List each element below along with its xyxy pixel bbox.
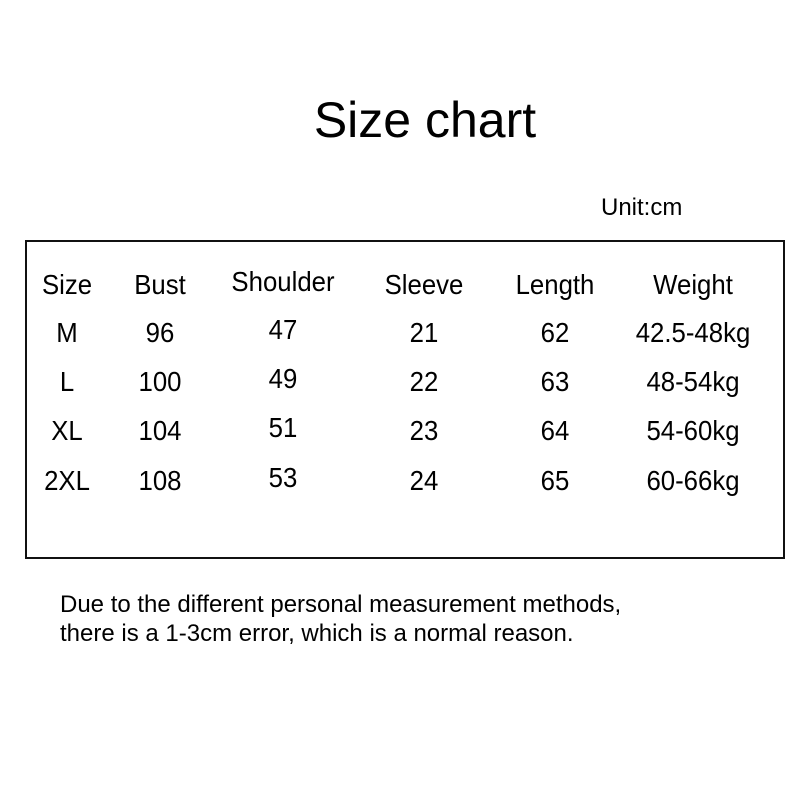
cell-bust: 96 <box>145 317 175 348</box>
disclaimer-note: Due to the different personal measuremen… <box>60 590 621 648</box>
cell-sleeve: 24 <box>409 465 439 496</box>
size-table: Size Bust Shoulder Sleeve Length Weight M 96 47 2… <box>25 240 785 559</box>
unit-label: Unit:cm <box>601 194 683 221</box>
cell-size: 2XL <box>44 465 90 496</box>
disclaimer-line-1: Due to the different personal measuremen… <box>60 591 622 618</box>
cell-sleeve: 23 <box>409 415 439 446</box>
header-shoulder: Shoulder <box>231 266 335 297</box>
disclaimer-line-2: there is a 1-3cm error, which is a norma… <box>60 620 574 647</box>
page-title: Size chart <box>313 92 537 148</box>
cell-shoulder: 53 <box>268 462 298 493</box>
cell-weight: 54-60kg <box>646 415 740 446</box>
cell-shoulder: 51 <box>268 412 298 443</box>
cell-weight: 42.5-48kg <box>635 317 751 348</box>
cell-bust: 104 <box>138 415 182 446</box>
cell-sleeve: 21 <box>409 317 439 348</box>
cell-shoulder: 49 <box>268 363 298 394</box>
cell-shoulder: 47 <box>268 314 298 345</box>
cell-weight: 48-54kg <box>646 366 740 397</box>
cell-length: 64 <box>540 415 570 446</box>
header-size: Size <box>41 269 93 300</box>
cell-weight: 60-66kg <box>646 465 740 496</box>
header-weight: Weight <box>653 269 733 300</box>
cell-size: M <box>56 317 78 348</box>
cell-sleeve: 22 <box>409 366 439 397</box>
cell-length: 62 <box>540 317 570 348</box>
header-sleeve: Sleeve <box>384 269 464 300</box>
cell-size: XL <box>51 415 83 446</box>
header-bust: Bust <box>134 269 186 300</box>
cell-length: 63 <box>540 366 570 397</box>
cell-size: L <box>59 366 75 397</box>
cell-bust: 108 <box>138 465 182 496</box>
cell-length: 65 <box>540 465 570 496</box>
cell-bust: 100 <box>138 366 182 397</box>
header-length: Length <box>515 269 595 300</box>
